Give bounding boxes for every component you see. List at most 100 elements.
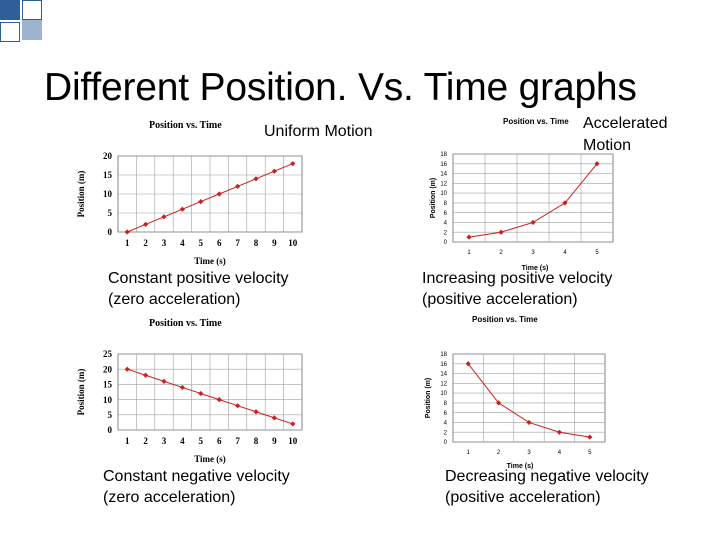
series-line: [467, 363, 590, 438]
y-tick-label: 12: [440, 381, 447, 387]
y-tick-label: 4: [444, 221, 448, 227]
data-point: [253, 176, 259, 182]
data-point: [179, 384, 185, 391]
plot-frame: [452, 353, 606, 443]
chart-decreasing-negative: Position vs. Time 0 2 4 6 8 10 12 14 16 18 1 2 3 4 5 Tim…: [420, 314, 620, 474]
y-axis-label: Position (m): [76, 171, 86, 218]
x-tick-label: 3: [162, 238, 167, 248]
y-tick-label: 20: [103, 151, 113, 161]
data-point: [587, 434, 593, 440]
caption-3-line2: (zero acceleration): [103, 489, 236, 506]
caption-2: Increasing positive velocity (positive a…: [422, 268, 612, 310]
data-point: [143, 221, 149, 227]
caption-3-line1: Constant negative velocity: [103, 468, 290, 485]
caption-2-line2: (positive acceleration): [422, 291, 578, 308]
x-tick-label: 10: [288, 238, 298, 248]
data-point: [216, 397, 222, 403]
data-point: [124, 366, 130, 372]
data-point: [465, 361, 471, 367]
y-tick-label: 25: [103, 349, 113, 359]
y-tick-label: 6: [444, 411, 448, 417]
series-line: [468, 163, 598, 238]
section-label-accelerated-line2: Motion: [583, 137, 632, 154]
chart-constant-negative: Position vs. Time 0 5 10 15 20 25 1 2 3 4 5 6 7 8 9 10 Ti…: [72, 316, 312, 466]
data-point: [271, 415, 277, 421]
y-tick-label: 4: [444, 421, 448, 427]
y-tick-label: 15: [103, 170, 113, 180]
y-tick-label: 14: [440, 172, 447, 178]
chart-title: Position vs. Time: [149, 120, 222, 131]
y-tick-label: 14: [440, 372, 447, 378]
slide-title: Different Position. Vs. Time graphs: [44, 66, 637, 109]
chart-title: Position vs. Time: [149, 318, 222, 329]
chart-title: Position vs. Time: [503, 117, 569, 126]
section-label-accelerated-line1: Accelerated: [583, 115, 668, 132]
x-tick-label: 4: [180, 436, 185, 446]
data-point: [290, 421, 296, 427]
y-tick-label: 10: [440, 191, 447, 197]
data-point: [530, 219, 536, 226]
data-point: [235, 403, 241, 409]
y-tick-label: 18: [440, 152, 447, 158]
x-tick-label: 5: [588, 450, 592, 456]
y-tick-label: 16: [440, 162, 447, 168]
data-point: [198, 199, 204, 205]
data-point: [253, 409, 259, 415]
y-axis-label: Position (m): [76, 369, 86, 416]
data-point: [198, 390, 204, 397]
chart-svg: Position vs. Time 0 5 10 15 20 1 2 3 4 5 6 7 8 9 10 Time…: [76, 120, 303, 266]
data-point: [562, 200, 568, 206]
caption-4-line1: Decreasing negative velocity: [445, 468, 649, 485]
series-line: [127, 368, 293, 425]
y-tick-label: 10: [103, 395, 113, 405]
decorative-square-4: [22, 20, 42, 40]
x-tick-label: 3: [162, 436, 167, 446]
y-tick-label: 10: [440, 391, 447, 397]
series-line: [127, 163, 293, 233]
x-tick-label: 3: [531, 250, 535, 256]
section-label-uniform: Uniform Motion: [264, 123, 373, 140]
decorative-square-2: [22, 0, 42, 20]
chart-title: Position vs. Time: [472, 315, 538, 324]
y-tick-label: 0: [444, 240, 448, 246]
x-tick-label: 8: [254, 238, 259, 248]
caption-1-line2: (zero acceleration): [108, 291, 241, 308]
y-tick-label: 5: [108, 208, 113, 218]
y-axis-label: Position (m): [430, 178, 437, 218]
data-point: [526, 419, 532, 426]
x-tick-label: 9: [272, 436, 277, 446]
chart-uniform-positive: Position vs. Time 0 5 10 15 20 1 2 3 4 5 6 7 8 9 10 Time…: [72, 118, 312, 268]
y-tick-label: 8: [444, 201, 448, 207]
section-label-accelerated: Accelerated Motion: [583, 113, 668, 157]
x-tick-label: 6: [217, 238, 222, 248]
data-point: [594, 161, 600, 167]
data-point: [179, 206, 185, 212]
caption-4-line2: (positive acceleration): [445, 489, 601, 506]
x-tick-label: 2: [143, 238, 148, 248]
data-point: [466, 234, 472, 240]
y-axis-label: Position (m): [425, 378, 432, 418]
caption-3: Constant negative velocity (zero acceler…: [103, 466, 290, 508]
x-axis-label: Time (s): [194, 256, 226, 266]
x-axis-label: Time (s): [194, 454, 226, 464]
y-tick-label: 2: [444, 430, 448, 436]
x-tick-label: 1: [467, 250, 471, 256]
data-point: [556, 429, 562, 435]
y-tick-label: 6: [444, 211, 448, 217]
data-point: [216, 191, 222, 197]
decorative-square-3: [0, 22, 20, 42]
x-tick-label: 4: [563, 250, 567, 256]
data-point: [124, 229, 130, 235]
y-tick-label: 10: [103, 189, 113, 199]
chart-increasing-positive: Position vs. Time 0 2 4 6 8 10 12 14 16 18 1 2 3 4 5 Tim…: [425, 116, 625, 276]
x-tick-label: 1: [125, 238, 130, 248]
x-tick-label: 1: [125, 436, 130, 446]
data-point: [161, 214, 167, 220]
x-tick-label: 2: [143, 436, 148, 446]
y-tick-label: 8: [444, 401, 448, 407]
x-tick-label: 5: [595, 250, 599, 256]
caption-1-line1: Constant positive velocity: [108, 270, 289, 287]
data-point: [143, 372, 149, 378]
x-tick-label: 4: [558, 450, 562, 456]
